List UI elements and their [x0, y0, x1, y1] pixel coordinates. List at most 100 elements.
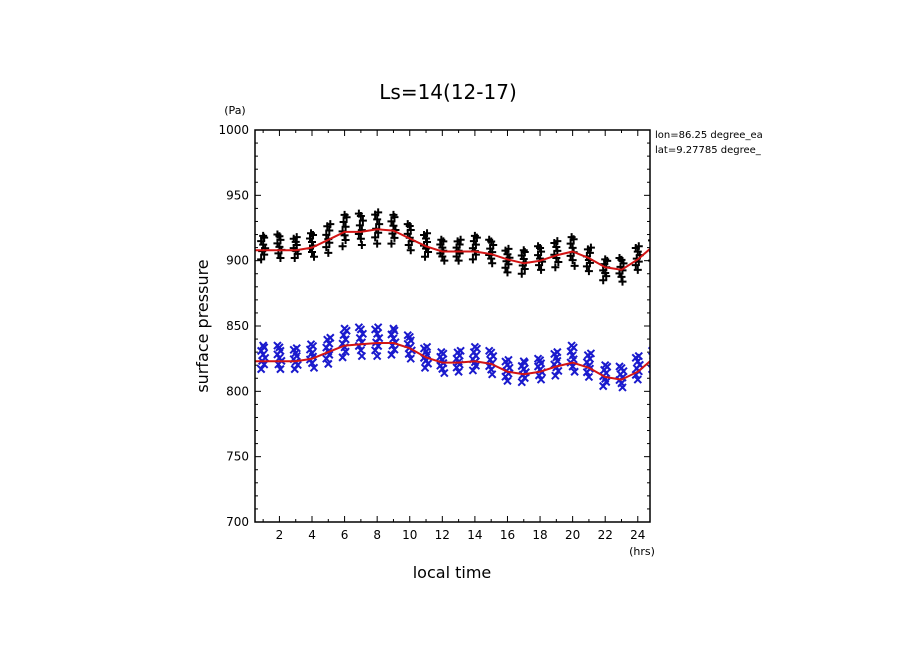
data-point-cross [440, 368, 449, 378]
data-point-cross [470, 342, 480, 352]
data-point-cross [567, 341, 576, 350]
data-point-plus [537, 265, 546, 274]
data-point-cross [633, 375, 642, 384]
x-tick-label: 4 [308, 528, 316, 542]
data-point-plus [375, 220, 384, 229]
data-point-plus [586, 243, 595, 252]
y-tick-label: 700 [226, 515, 249, 529]
y-unit-label: (Pa) [224, 104, 245, 117]
data-point-cross [276, 364, 285, 374]
data-point-plus [634, 242, 643, 251]
data-point-cross [437, 347, 446, 357]
data-point-plus [387, 217, 396, 226]
data-point-plus [357, 226, 366, 235]
data-point-cross [653, 354, 660, 361]
x-axis-label: local time [413, 563, 492, 582]
data-point-cross [454, 367, 463, 376]
data-point-plus [567, 233, 576, 242]
data-point-cross [358, 329, 368, 338]
x-tick-label: 10 [402, 528, 417, 542]
data-point-plus [358, 216, 367, 225]
data-point-plus [390, 233, 399, 242]
data-point-cross [256, 364, 266, 374]
data-point-cross [503, 376, 512, 386]
data-point-plus [568, 256, 577, 265]
data-point-cross [340, 324, 349, 333]
data-point-plus [423, 229, 432, 238]
data-point-plus [517, 269, 526, 278]
x-tick-label: 22 [598, 528, 613, 542]
data-point-plus [403, 220, 412, 229]
data-point-cross [273, 341, 282, 350]
data-point-cross [519, 357, 528, 366]
data-point-plus [341, 222, 350, 231]
data-point-plus [504, 244, 513, 253]
data-point-plus [570, 261, 579, 270]
data-point-cross [258, 341, 268, 350]
data-point-plus [519, 246, 528, 255]
data-point-cross [306, 340, 316, 349]
data-point-plus [652, 244, 660, 252]
data-point-cross [504, 355, 513, 365]
data-point-plus [406, 246, 415, 255]
data-point-plus [356, 234, 365, 243]
x-tick-label: 20 [565, 528, 580, 542]
data-point-cross [341, 335, 350, 344]
annotation-lon: lon=86.25 degree_ea [655, 130, 763, 141]
y-tick-label: 750 [226, 450, 249, 464]
data-point-cross [634, 351, 643, 361]
data-point-cross [553, 347, 562, 357]
y-tick-label: 800 [226, 384, 249, 398]
data-point-plus [650, 231, 658, 239]
data-point-plus [389, 210, 398, 219]
x-tick-label: 24 [630, 528, 645, 542]
data-point-cross [389, 324, 398, 333]
data-marks [255, 208, 660, 392]
data-point-cross [652, 361, 659, 368]
data-point-cross [533, 354, 543, 363]
chart-title: Ls=14(12-17) [379, 80, 517, 104]
data-point-cross [338, 353, 347, 362]
data-point-cross [649, 342, 650, 349]
y-tick-label: 950 [226, 188, 249, 202]
data-point-cross [456, 346, 465, 356]
data-point-plus [454, 256, 463, 265]
data-point-plus [310, 252, 319, 261]
data-point-plus [307, 229, 316, 238]
data-point-plus [618, 277, 627, 286]
data-point-plus [371, 233, 380, 242]
data-point-plus [599, 276, 608, 285]
data-point-plus [322, 230, 331, 239]
data-point-plus [470, 231, 479, 240]
y-axis-label: surface pressure [193, 259, 212, 392]
data-point-cross [326, 333, 335, 342]
data-point-cross [484, 346, 494, 356]
data-point-plus [615, 254, 624, 263]
data-point-plus [340, 210, 349, 219]
x-tick-label: 16 [500, 528, 515, 542]
data-point-plus [456, 235, 465, 244]
x-tick-label: 8 [373, 528, 381, 542]
x-tick-label: 2 [276, 528, 284, 542]
data-point-plus [651, 251, 659, 259]
data-point-cross [374, 333, 384, 343]
data-point-cross [354, 323, 364, 332]
data-point-plus [373, 215, 382, 224]
data-point-plus [322, 243, 331, 252]
data-point-cross [600, 360, 610, 370]
data-point-plus [354, 209, 363, 218]
annotation-lat: lat=9.27785 degree_ [655, 145, 762, 156]
x-tick-label: 6 [341, 528, 349, 542]
data-point-plus [324, 248, 333, 257]
x-tick-label: 18 [532, 528, 547, 542]
plot-frame [254, 129, 651, 523]
data-point-plus [389, 221, 398, 230]
data-point-cross [468, 366, 478, 375]
data-point-plus [374, 208, 383, 217]
data-point-plus [326, 220, 335, 229]
data-point-plus [290, 254, 299, 263]
data-point-plus [273, 230, 282, 239]
x-unit-label: (hrs) [629, 545, 655, 558]
data-point-plus [488, 259, 497, 268]
